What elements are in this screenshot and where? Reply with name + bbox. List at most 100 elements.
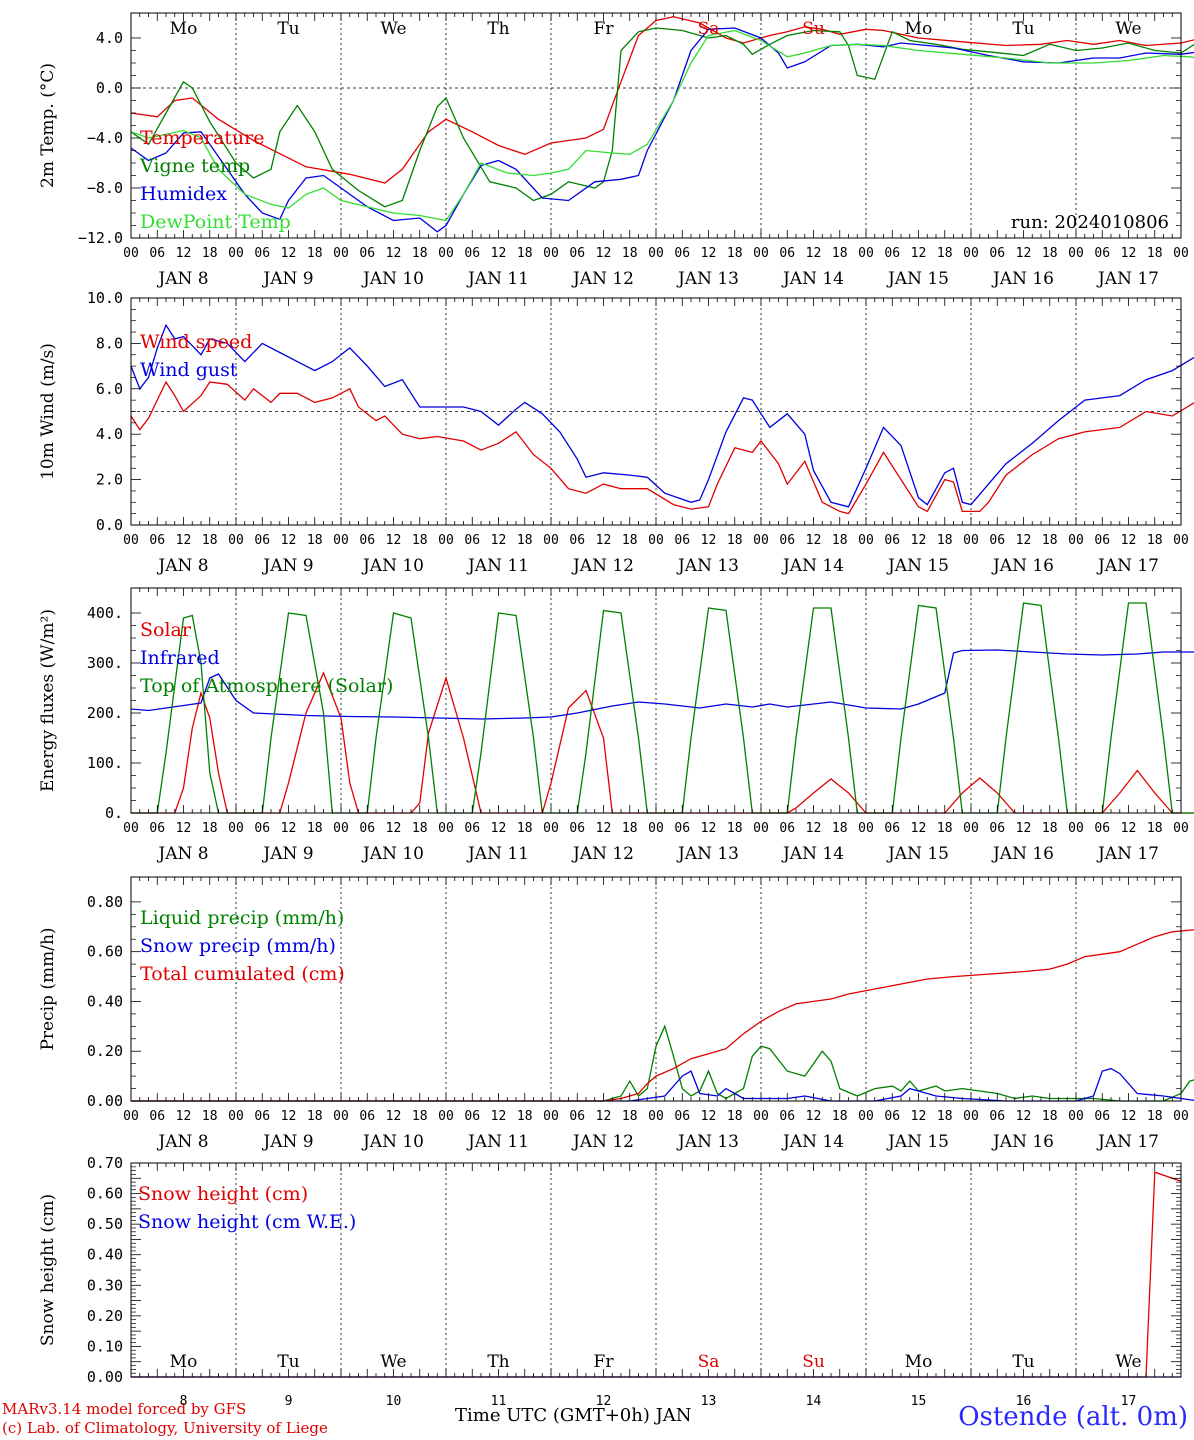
hour-tick-label: 12 [911,821,927,836]
hour-tick-label: 18 [622,1109,638,1124]
y-tick-label: 0.00 [87,1368,123,1386]
series-line-wind-gust [130,323,1194,508]
weekday-label: Tu [277,19,299,39]
weekday-label: Fr [594,1352,615,1372]
date-label: JAN 15 [886,269,949,289]
weekday-label: Th [487,19,509,39]
model-credit: MARv3.14 model forced by GFS [2,1400,247,1418]
hour-tick-label: 00 [648,1109,664,1124]
date-label: JAN 11 [466,269,529,289]
hour-tick-label: 00 [753,246,769,261]
hour-tick-label: 00 [753,821,769,836]
hour-tick-label: 12 [176,1109,192,1124]
hour-tick-label: 12 [176,246,192,261]
hour-tick-label: 18 [832,821,848,836]
weekday-label: Sa [698,1352,720,1372]
y-tick-label: 0.40 [87,992,123,1010]
hour-tick-label: 06 [989,246,1005,261]
hour-tick-label: 06 [359,246,375,261]
hour-tick-label: 00 [753,1109,769,1124]
hour-tick-label: 18 [1042,821,1058,836]
hour-tick-label: 12 [176,821,192,836]
weekday-label: Mo [905,19,933,39]
hour-tick-label: 12 [386,533,402,548]
hour-tick-label: 12 [806,821,822,836]
y-tick-label: 0.10 [87,1337,123,1355]
hour-tick-label: 18 [1042,246,1058,261]
weekday-label: We [1115,19,1141,39]
date-label: JAN 10 [361,556,424,576]
date-label: JAN 11 [466,556,529,576]
run-label: run: 2024010806 [1011,212,1169,233]
date-label: JAN 16 [991,844,1054,864]
series-line-solar [131,671,1194,814]
y-axis-title: Snow height (cm) [38,1194,58,1346]
hour-tick-label: 18 [727,533,743,548]
y-tick-label: 10.0 [87,289,123,307]
day-number-label: 16 [1016,1394,1032,1409]
date-label: JAN 17 [1096,556,1159,576]
hour-tick-label: 18 [412,821,428,836]
hour-tick-label: 06 [464,246,480,261]
hour-tick-label: 12 [1016,533,1032,548]
weekday-label: Su [802,19,825,39]
hour-tick-label: 00 [753,533,769,548]
hour-tick-label: 18 [727,821,743,836]
y-tick-label: 300. [87,654,123,672]
hour-tick-label: 06 [149,533,165,548]
series-line-liquid-precip-mm-h- [131,1024,1194,1102]
date-label: JAN 9 [261,556,313,576]
date-label: JAN 13 [676,1132,739,1152]
y-tick-label: −12.0 [78,229,123,247]
y-axis-title: Energy fluxes (W/m²) [38,609,58,792]
date-label: JAN 8 [156,844,208,864]
hour-tick-label: 18 [517,821,533,836]
hour-tick-label: 12 [701,246,717,261]
lab-credit: (c) Lab. of Climatology, University of L… [2,1419,328,1437]
series-line-temperature [130,16,1194,184]
hour-tick-label: 12 [806,246,822,261]
date-label: JAN 11 [466,844,529,864]
day-number-label: 13 [701,1394,717,1409]
hour-tick-label: 06 [149,821,165,836]
hour-tick-label: 00 [1173,246,1189,261]
hour-tick-label: 18 [307,821,323,836]
hour-tick-label: 00 [438,1109,454,1124]
hour-tick-label: 00 [333,1109,349,1124]
hour-tick-label: 00 [858,533,874,548]
hour-tick-label: 06 [254,533,270,548]
hour-tick-label: 06 [359,1109,375,1124]
hour-tick-label: 12 [596,533,612,548]
weekday-label: We [380,19,406,39]
hour-tick-label: 18 [412,1109,428,1124]
hour-tick-label: 06 [254,1109,270,1124]
hour-tick-label: 06 [569,533,585,548]
hour-tick-label: 12 [911,246,927,261]
legend-entry: Wind gust [140,359,238,381]
day-number-label: 12 [596,1394,612,1409]
hour-tick-label: 06 [674,1109,690,1124]
hour-tick-label: 12 [491,821,507,836]
legend-entry: Top of Atmosphere (Solar) [140,675,393,697]
day-number-label: 14 [806,1394,822,1409]
date-label: JAN 13 [676,844,739,864]
y-tick-label: 0.0 [96,516,123,534]
date-label: JAN 10 [361,269,424,289]
date-label: JAN 15 [886,1132,949,1152]
day-number-label: 11 [491,1394,507,1409]
hour-tick-label: 00 [543,821,559,836]
hour-tick-label: 00 [1068,821,1084,836]
hour-tick-label: 18 [307,533,323,548]
hour-tick-label: 06 [569,821,585,836]
y-tick-label: 0.20 [87,1307,123,1325]
hour-tick-label: 06 [1094,246,1110,261]
y-tick-label: 0.80 [87,893,123,911]
hour-tick-label: 00 [963,821,979,836]
hour-tick-label: 06 [149,246,165,261]
hour-tick-label: 00 [648,246,664,261]
hour-tick-label: 12 [386,1109,402,1124]
date-label: JAN 12 [571,269,634,289]
hour-tick-label: 06 [989,1109,1005,1124]
weekday-label: Th [487,1352,509,1372]
y-tick-label: 400. [87,604,123,622]
